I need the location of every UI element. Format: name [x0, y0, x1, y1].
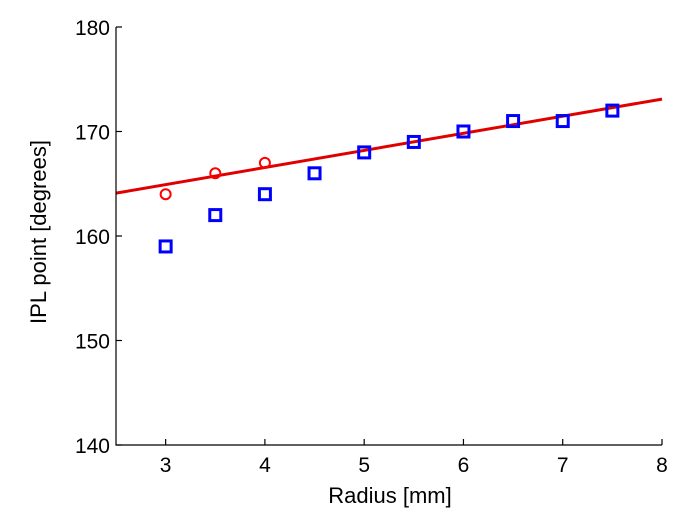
- data-point-square: [357, 145, 372, 160]
- data-point-circle: [159, 188, 172, 201]
- data-point-square: [257, 187, 272, 202]
- x-tick-label: 6: [458, 454, 470, 477]
- fit-line: [115, 97, 663, 195]
- data-point-circle: [209, 167, 222, 180]
- x-tick-label: 3: [160, 454, 172, 477]
- x-tick-label: 7: [557, 454, 569, 477]
- plot-area: [115, 97, 663, 254]
- data-point-square: [605, 103, 620, 118]
- x-axis-label: Radius [mm]: [328, 483, 451, 508]
- data-point-square: [406, 134, 421, 149]
- data-point-square: [555, 114, 570, 129]
- x-tick-labels: 3 4 5 6 7 8: [160, 454, 668, 477]
- data-point-square: [506, 114, 521, 129]
- y-tick-label: 160: [75, 226, 110, 249]
- y-tick-label: 150: [75, 331, 110, 354]
- x-tick-label: 8: [656, 454, 668, 477]
- x-tick-label: 5: [358, 454, 370, 477]
- data-point-circle: [258, 156, 271, 169]
- y-tick-label: 140: [75, 435, 110, 458]
- axes-lines: [115, 27, 662, 446]
- data-point-square: [208, 208, 223, 223]
- y-tick-label: 180: [75, 17, 110, 40]
- data-point-square: [456, 124, 471, 139]
- x-tick-label: 4: [259, 454, 271, 477]
- y-tick-label: 170: [75, 122, 110, 145]
- y-axis-label: IPL point [degrees]: [26, 140, 51, 324]
- y-tick-labels: 140 150 160 170 180: [75, 17, 110, 458]
- data-point-square: [158, 239, 173, 254]
- axis-ticks: [116, 26, 663, 446]
- data-point-square: [307, 166, 322, 181]
